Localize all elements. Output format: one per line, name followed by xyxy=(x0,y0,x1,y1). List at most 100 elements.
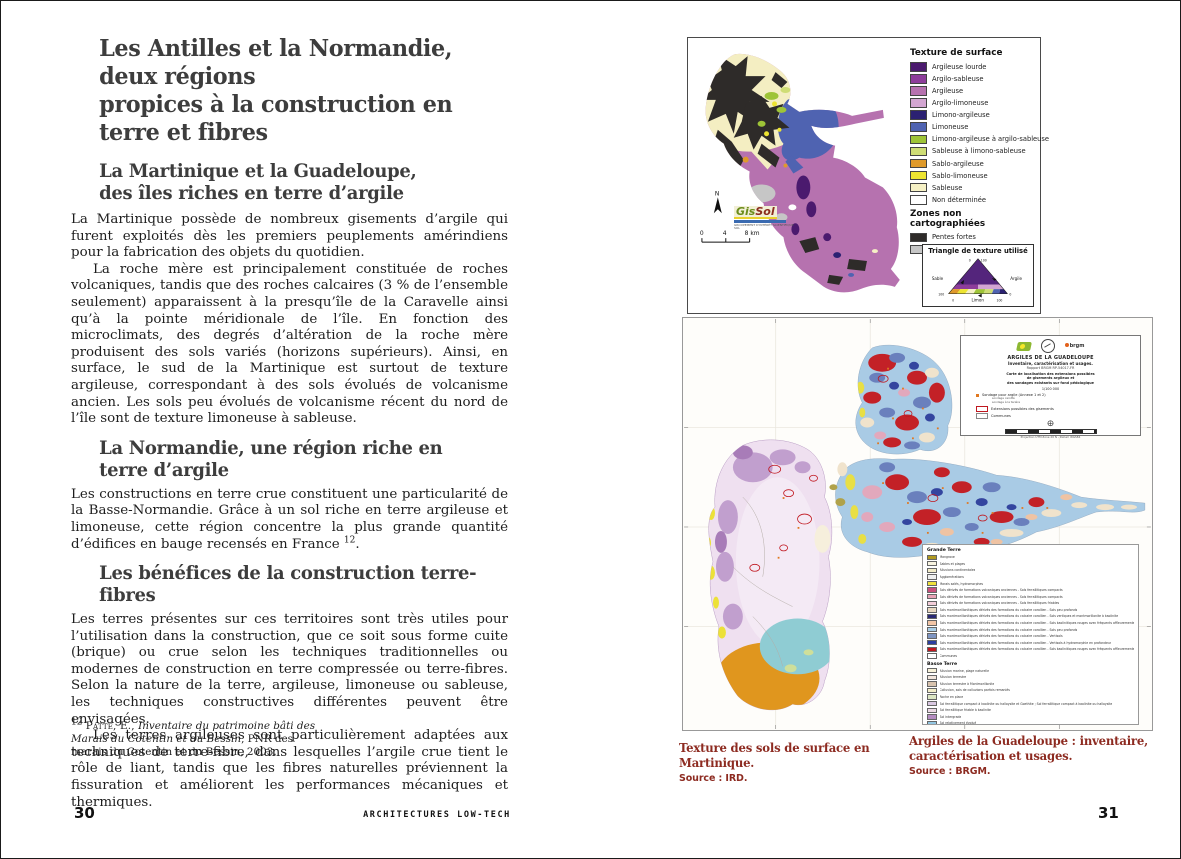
legend-item: Sols montmorillonitiques dérivés des for… xyxy=(927,607,1134,613)
gissol-sol: Sol xyxy=(755,205,775,218)
legend-label: Sablo-limoneuse xyxy=(932,171,988,180)
paragraph-3-period: . xyxy=(355,536,360,552)
triangle-tick: 0 xyxy=(1009,293,1011,297)
legend-label: Sablo-argileuse xyxy=(932,159,984,168)
sondage-dot-icon xyxy=(976,393,979,397)
basse-terre-items: Alluvion marine, plage naturelle Alluvion… xyxy=(927,668,1134,725)
legend-label: Sols montmorillonitiques dérivés des for… xyxy=(939,627,1078,632)
martinique-legend: Texture de surface Argileuse lourde Argil… xyxy=(910,48,1049,257)
legend-label: Limono-argileuse à argilo-sableuse xyxy=(932,135,1050,144)
legend-swatch xyxy=(910,98,927,108)
north-arrow-icon: ⨁ xyxy=(1047,420,1054,428)
legend-swatch xyxy=(927,554,937,560)
legend-label: Alluvions continentales xyxy=(939,568,976,573)
legend-label: Extensions possibles des gisements xyxy=(991,406,1054,411)
legend-label: Sol intergrade xyxy=(939,714,962,719)
legend-item: Sol ferrallitique compact à kaolinite ou… xyxy=(927,700,1134,707)
grande-terre-items: Mangrove Sables et plages Alluvions contin… xyxy=(927,554,1134,659)
triangle-label-argile: Argile xyxy=(1010,276,1022,281)
legend-item: Sableuse xyxy=(910,182,1038,193)
legend-label: Argileuse xyxy=(932,86,964,95)
legend-swatch xyxy=(910,110,927,120)
caption-title: Argiles de la Guadeloupe : inventaire, c… xyxy=(909,734,1148,763)
legend-item: Communes xyxy=(927,653,1134,659)
footnote-reference: 12 xyxy=(343,535,356,546)
projection-note: Projection UTM Zone 20 N - Datum WGS84 xyxy=(1020,434,1081,439)
legend-swatch xyxy=(927,674,937,681)
texture-triangle-diagram: Sable Argile Limon 0 100 100 0 0 100 xyxy=(932,258,1023,303)
legend-item: Alluvions continentales xyxy=(927,567,1134,574)
legend-swatch xyxy=(927,668,937,674)
paragraph-5: Les terres argileuses sont particulièrem… xyxy=(71,728,508,810)
gissol-gis: Gis xyxy=(736,205,756,218)
caption-title: Texture des sols de surface en Martiniqu… xyxy=(679,741,870,770)
footnote-author: Patte, E., xyxy=(85,720,135,732)
legend-swatch xyxy=(927,574,937,580)
legend-item: Sols montmorillonitiques dérivés des for… xyxy=(927,613,1134,620)
guadeloupe-map-subtitle: Inventaire, caractérisation et usages. xyxy=(1008,361,1093,366)
legend-swatch xyxy=(910,134,927,145)
guadeloupe-caption: Argiles de la Guadeloupe : inventaire, c… xyxy=(909,734,1157,777)
triangle-label-limon: Limon xyxy=(972,298,985,303)
legend-item: Limono-argileuse à argilo-sableuse xyxy=(910,134,1049,145)
legend-swatch xyxy=(927,687,937,694)
map-scale-text: 1/100 000 xyxy=(1041,387,1060,392)
legend-item: Sols dérivés de formations volcaniques a… xyxy=(927,587,1134,593)
legend-label: Roche en place xyxy=(939,695,964,700)
guadeloupe-map-report: Rapport BRGM RP-54017-FR xyxy=(1026,366,1075,370)
triangle-tick: 100 xyxy=(938,293,944,297)
legend-label: Pentes fortes xyxy=(932,233,976,242)
footnote-tail: , PNR des marais du Cotentin et du Bessi… xyxy=(71,732,294,758)
guadeloupe-title-box: brgm ARGILES DE LA GUADELOUPE Inventaire… xyxy=(960,335,1141,439)
legend-label: Communes xyxy=(991,414,1011,419)
legend-swatch xyxy=(927,593,937,600)
legend-item: Alluvion terrestre xyxy=(927,674,1134,681)
legend-swatch xyxy=(927,633,937,639)
scale-tick-8: 8 km xyxy=(745,230,760,237)
legend-swatch xyxy=(927,620,937,626)
legend-label: Argilo-limoneuse xyxy=(932,99,989,108)
legend-item: Sols montmorillonitiques dérivés des for… xyxy=(927,626,1134,633)
legend-swatch xyxy=(910,170,927,181)
map-description-line: des sondages existants sur fond pédologi… xyxy=(1007,380,1094,385)
footnote-work-title: Inventaire du patrimoine bâti des Marais… xyxy=(71,720,316,745)
legend-label: Sol relativement évolué xyxy=(939,721,977,725)
legend-swatch xyxy=(927,681,937,687)
legend-label: Sableuse à limono-sableuse xyxy=(932,147,1026,156)
legend-item: Sols montmorillonitiques dérivés des for… xyxy=(927,633,1134,639)
triangle-tick: 0 xyxy=(969,258,971,262)
paragraph-2: La roche mère est principalement constit… xyxy=(71,261,508,427)
legend-item: Sols montmorillonitiques dérivés des for… xyxy=(927,646,1134,652)
guadeloupe-islands-graphic xyxy=(684,318,1151,730)
legend-label: Alluvion marine, plage naturelle xyxy=(939,668,990,673)
legend-swatch xyxy=(927,567,937,574)
legend-label: Marais salés, hydromorphes xyxy=(939,581,984,586)
legend-label: Argilo-sableuse xyxy=(932,74,984,83)
legend-item: Roche en place xyxy=(927,694,1134,700)
guadeloupe-legend-box: Grande Terre Mangrove Sables et plages All… xyxy=(922,544,1139,725)
legend-swatch xyxy=(910,146,927,157)
brgm-label: brgm xyxy=(1069,343,1085,349)
scale-bar xyxy=(1004,429,1097,434)
map-description-line: de gisements argileux et xyxy=(1026,376,1075,381)
legend-label: Limono-argileuse xyxy=(932,111,990,120)
legend-item: Argileuse xyxy=(910,86,1038,96)
martinique-island-graphic: N 0 4 8 km xyxy=(700,53,900,293)
legend-swatch xyxy=(927,694,937,700)
scale-tick-0: 0 xyxy=(700,230,704,237)
footnote: 12 Patte, E., Inventaire du patrimoine b… xyxy=(71,717,329,759)
legend-item: Sols dérivés de formations volcaniques a… xyxy=(927,600,1134,606)
legend-label: Mangrove xyxy=(939,555,955,560)
legend-swatch xyxy=(927,714,937,720)
legend-label: Non déterminée xyxy=(932,195,987,204)
legend-item: Extensions possibles des gisements xyxy=(976,405,1135,412)
legend-swatch xyxy=(927,720,937,724)
legend-item: Marais salés, hydromorphes xyxy=(927,580,1134,587)
cartouche-legend: Sondage pour argile (Annexe 1 et 2) sond… xyxy=(976,393,1135,420)
texture-triangle-box: Triangle de texture utilisé Sable xyxy=(922,244,1034,307)
caption-source: Source : BRGM. xyxy=(909,766,991,777)
legend-swatch xyxy=(910,195,927,205)
footnote-marker: 12 xyxy=(71,717,83,728)
legend-label: Sol ferrallitique friable à kaolinite xyxy=(939,708,991,713)
legend-label: Sols montmorillonitiques dérivés des for… xyxy=(939,607,1078,612)
